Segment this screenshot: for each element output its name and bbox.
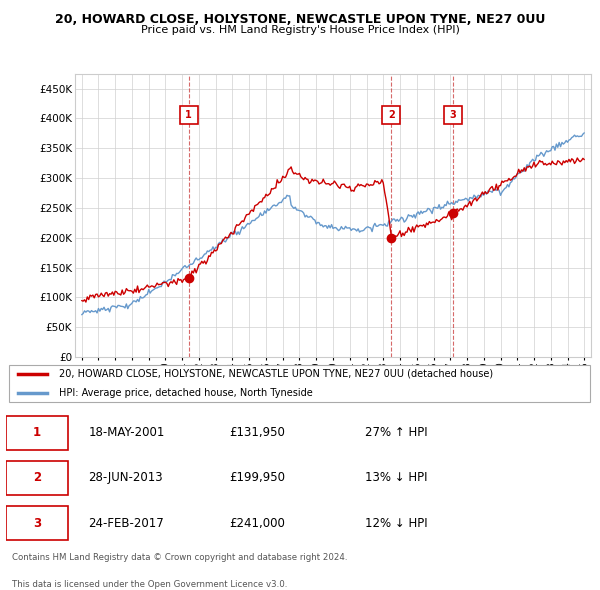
FancyBboxPatch shape <box>6 415 68 450</box>
Text: 2: 2 <box>388 110 395 120</box>
Text: This data is licensed under the Open Government Licence v3.0.: This data is licensed under the Open Gov… <box>12 580 287 589</box>
Text: 20, HOWARD CLOSE, HOLYSTONE, NEWCASTLE UPON TYNE, NE27 0UU: 20, HOWARD CLOSE, HOLYSTONE, NEWCASTLE U… <box>55 13 545 26</box>
Text: £241,000: £241,000 <box>229 517 286 530</box>
Text: 13% ↓ HPI: 13% ↓ HPI <box>365 471 427 484</box>
Text: 3: 3 <box>449 110 456 120</box>
Text: Contains HM Land Registry data © Crown copyright and database right 2024.: Contains HM Land Registry data © Crown c… <box>12 553 347 562</box>
FancyBboxPatch shape <box>9 365 590 402</box>
Text: HPI: Average price, detached house, North Tyneside: HPI: Average price, detached house, Nort… <box>59 388 313 398</box>
Text: 24-FEB-2017: 24-FEB-2017 <box>88 517 164 530</box>
Text: 27% ↑ HPI: 27% ↑ HPI <box>365 426 427 439</box>
Text: £199,950: £199,950 <box>229 471 286 484</box>
Text: 20, HOWARD CLOSE, HOLYSTONE, NEWCASTLE UPON TYNE, NE27 0UU (detached house): 20, HOWARD CLOSE, HOLYSTONE, NEWCASTLE U… <box>59 369 493 379</box>
Text: Price paid vs. HM Land Registry's House Price Index (HPI): Price paid vs. HM Land Registry's House … <box>140 25 460 35</box>
Text: £131,950: £131,950 <box>229 426 286 439</box>
Text: 1: 1 <box>185 110 192 120</box>
Text: 12% ↓ HPI: 12% ↓ HPI <box>365 517 427 530</box>
FancyBboxPatch shape <box>6 506 68 540</box>
Text: 18-MAY-2001: 18-MAY-2001 <box>88 426 164 439</box>
Text: 3: 3 <box>33 517 41 530</box>
Text: 1: 1 <box>33 426 41 439</box>
Text: 28-JUN-2013: 28-JUN-2013 <box>88 471 163 484</box>
Text: 2: 2 <box>33 471 41 484</box>
FancyBboxPatch shape <box>6 461 68 495</box>
